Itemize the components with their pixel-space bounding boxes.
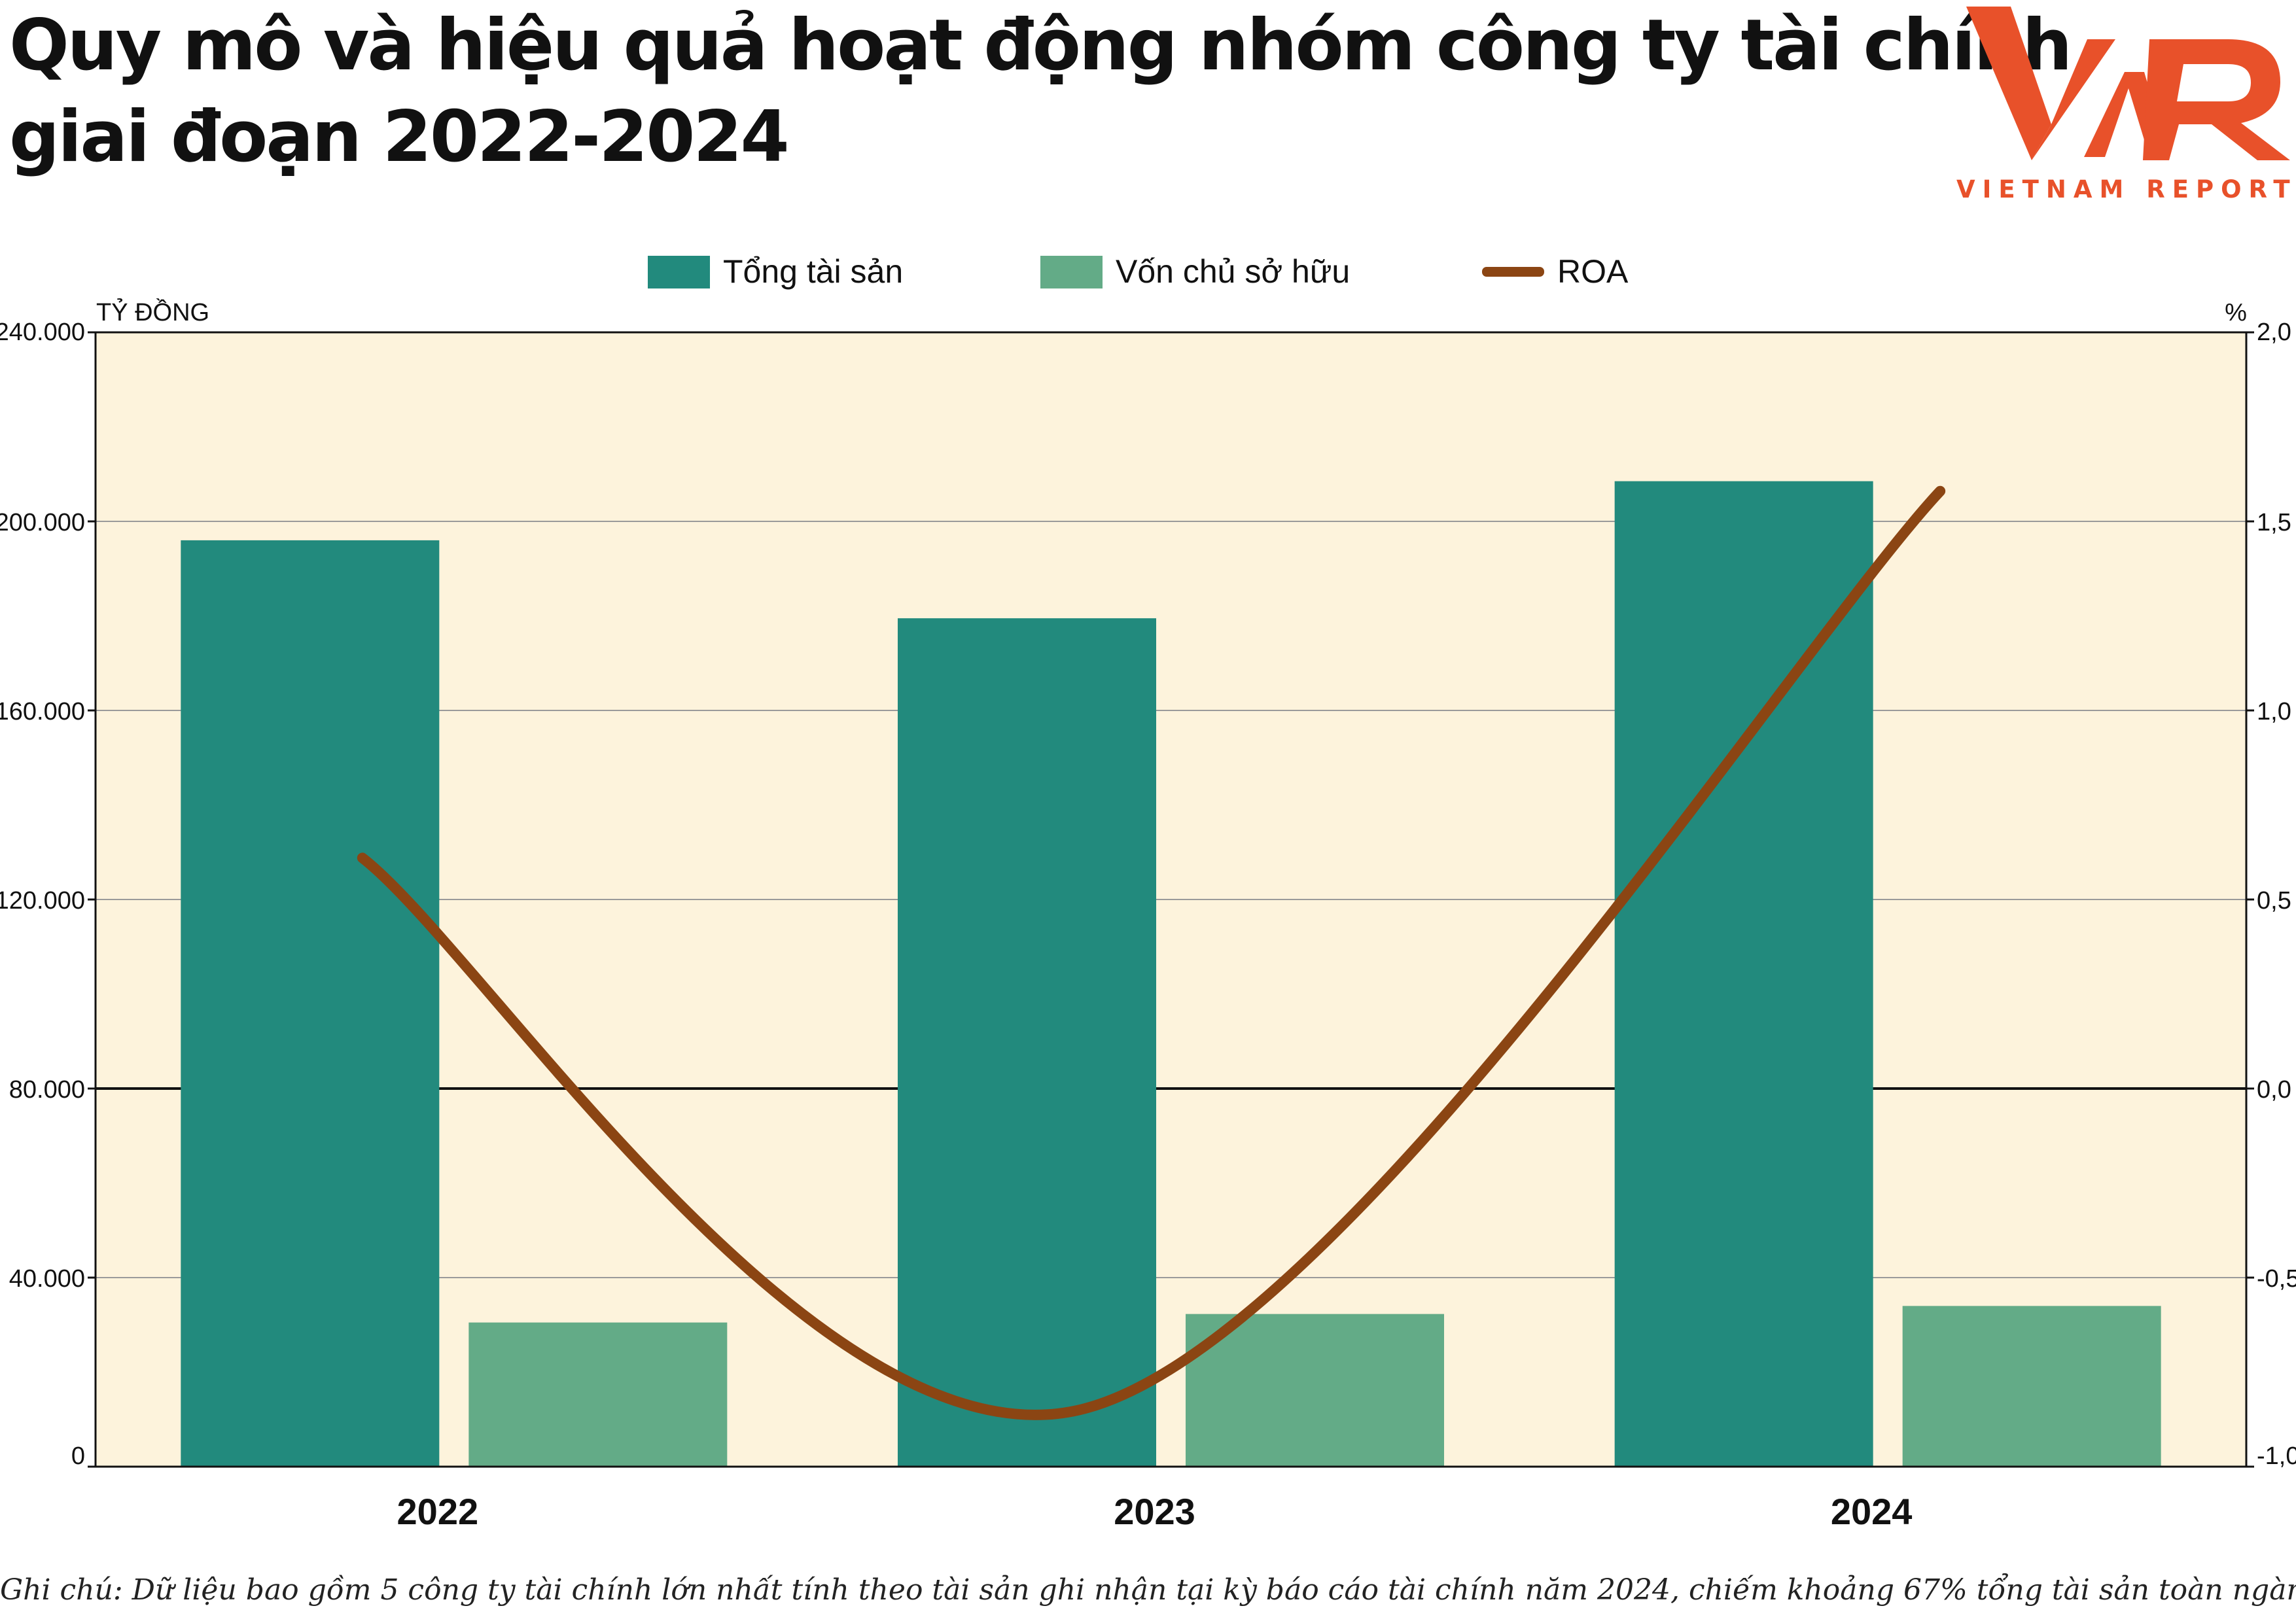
grid-lines [96,521,2246,1278]
legend-swatch-total-assets [648,256,710,288]
bars [181,481,2161,1467]
logo-r-stroke [2143,39,2290,160]
bar-total-assets-2024 [1614,481,1873,1467]
y-tick-label-left: 80.000 [9,1076,85,1104]
x-ticks: 2022 2023 2024 [397,1491,1913,1532]
y-tick-label-right: -1,0 [2257,1442,2296,1470]
roa-line [357,485,1946,1420]
legend-label-total-assets: Tổng tài sản [723,253,903,290]
legend-swatch-equity [1040,256,1103,288]
y-tick-label-right: -0,5 [2257,1265,2296,1293]
y-tick-label-left: 40.000 [9,1265,85,1293]
y-tick-label-left: 120.000 [0,887,85,915]
y-tick-label-right: 1,0 [2257,698,2291,725]
legend-label-equity: Vốn chủ sở hữu [1116,253,1350,290]
bar-total-assets-2023 [898,618,1156,1467]
legend: Tổng tài sản Vốn chủ sở hữu ROA [648,253,1629,290]
x-tick-label: 2023 [1114,1491,1195,1532]
legend-label-roa: ROA [1557,253,1629,290]
y-tick-label-right: 1,5 [2257,509,2291,536]
bar-equity-2023 [1186,1314,1444,1467]
y-tick-label-left: 0 [71,1442,85,1470]
y-axis-label-right: % [2225,299,2247,326]
y-tick-label-right: 2,0 [2257,319,2291,346]
x-tick-label: 2022 [397,1491,479,1532]
bar-equity-2022 [468,1322,728,1467]
legend-swatch-roa [1482,267,1544,277]
chart-title: Quy mô và hiệu quả hoạt động nhóm công t… [9,0,2072,183]
y-tick-label-left: 240.000 [0,319,85,346]
footnote: Ghi chú: Dữ liệu bao gồm 5 công ty tài c… [0,1573,2296,1607]
left-y-ticks: 0 40.000 80.000 120.000 160.000 200.000 240.00… [0,319,96,1470]
y-tick-label-right: 0,5 [2257,887,2291,915]
chart-title-line-1: Quy mô và hiệu quả hoạt động nhóm công t… [9,5,2072,86]
bar-equity-2024 [1902,1306,2161,1467]
chart-title-line-2: giai đoạn 2022-2024 [9,96,790,178]
y-tick-label-right: 0,0 [2257,1076,2291,1104]
logo-v-left-stroke [1966,7,2051,160]
y-axis-label-left: TỶ ĐỒNG [96,298,209,326]
logo-tagline: VIETNAM REPORT [1956,175,2296,203]
vnr-logo [1966,7,2290,160]
bar-total-assets-2022 [181,540,440,1467]
y-tick-label-left: 160.000 [0,698,85,725]
right-y-ticks: -1,0 -0,5 0,0 0,5 1,0 1,5 2,0 [2246,319,2296,1470]
x-tick-label: 2024 [1831,1491,1913,1532]
y-tick-label-left: 200.000 [0,509,85,536]
logo-v-right-stroke [2032,39,2115,160]
